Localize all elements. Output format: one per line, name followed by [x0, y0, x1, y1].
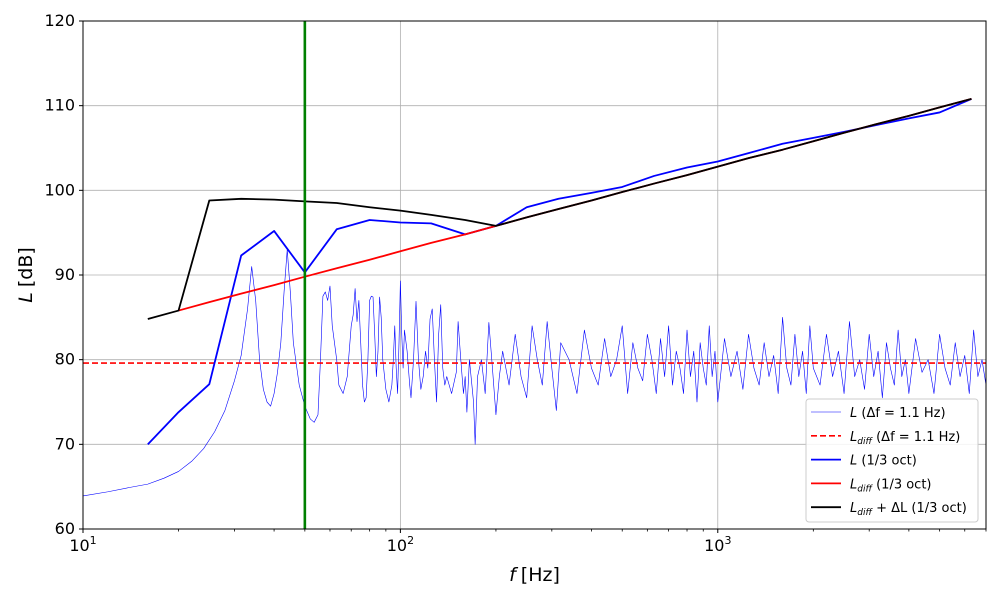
- x-axis-unit: [Hz]: [521, 564, 560, 586]
- x-tick-label: 102: [387, 534, 414, 555]
- x-tick-label: 103: [704, 534, 731, 555]
- plot-area: [83, 21, 986, 529]
- legend-box: [805, 398, 979, 523]
- axis-ticks: 60 70 80 90 100 110 120 101 102 103: [44, 11, 987, 555]
- y-tick-label: 90: [55, 265, 75, 284]
- y-tick-label: 70: [55, 434, 75, 453]
- y-axis-unit: [dB]: [15, 247, 37, 287]
- y-tick-label: 100: [44, 180, 75, 199]
- series-line-L_narrow: [83, 249, 986, 497]
- legend-label-Ldiff_plus_dL: Ldiff + ΔL (1/3 oct): [850, 501, 967, 518]
- legend-label-L_narrow: L (Δf = 1.1 Hz): [850, 406, 946, 421]
- legend-label-Ldiff_third_oct: Ldiff (1/3 oct): [850, 477, 932, 494]
- legend-label-L_third_oct: L (1/3 oct): [850, 454, 917, 469]
- x-tick-label: 101: [69, 534, 96, 555]
- y-axis-label: L [dB]: [15, 247, 37, 303]
- y-axis-symbol: L: [15, 292, 37, 303]
- y-tick-label: 120: [44, 11, 75, 30]
- x-axis-symbol: f: [509, 564, 519, 586]
- y-tick-label: 110: [44, 96, 75, 115]
- legend-label-Ldiff_narrow: Ldiff (Δf = 1.1 Hz): [850, 430, 960, 447]
- y-tick-label: 60: [55, 519, 75, 538]
- y-tick-label: 80: [55, 350, 75, 369]
- series-line-Ldiff_plus_dL: [147, 98, 972, 320]
- series-line-L_third_oct: [147, 98, 972, 445]
- x-axis-label: f [Hz]: [509, 564, 560, 586]
- grid: [83, 21, 986, 529]
- legend: L (Δf = 1.1 Hz) Ldiff (Δf = 1.1 Hz) L (1/3…: [805, 398, 979, 523]
